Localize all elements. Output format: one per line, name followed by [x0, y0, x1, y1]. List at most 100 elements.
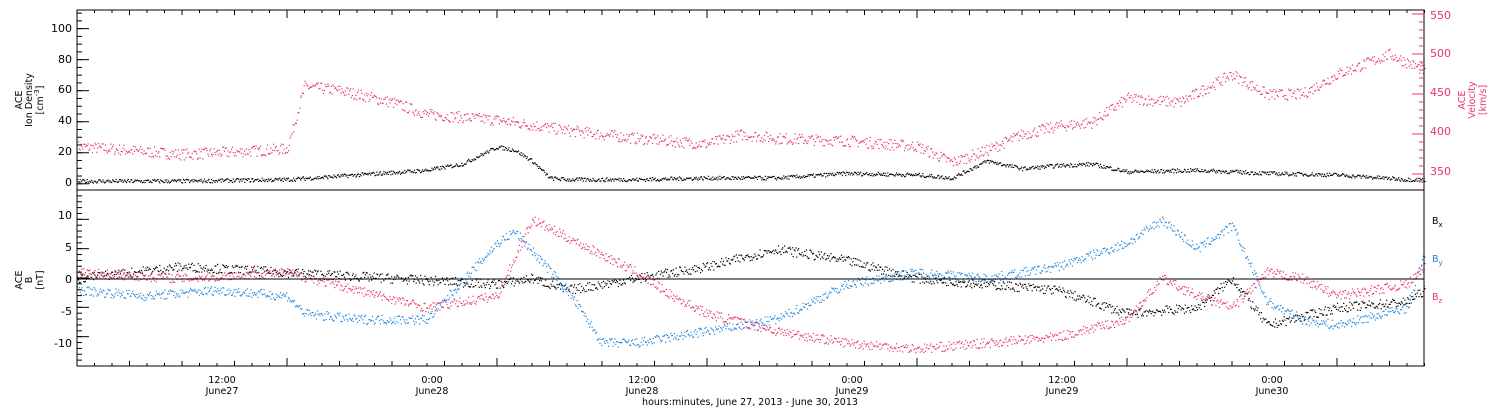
velocity-series-point: [184, 149, 186, 151]
density-series-point: [329, 176, 332, 178]
density-series-point: [759, 175, 761, 177]
velocity-series-point: [345, 94, 347, 96]
density-series-point: [602, 177, 604, 179]
bx-series-point: [226, 267, 228, 269]
velocity-series-point: [496, 115, 498, 117]
bx-series-point: [1131, 313, 1133, 315]
bx-series-point: [127, 276, 129, 278]
density-series-point: [1308, 175, 1310, 177]
density-series-point: [815, 174, 817, 176]
bx-series-point: [1327, 306, 1329, 309]
velocity-series-point: [949, 160, 951, 162]
bx-series-point: [764, 250, 766, 252]
density-series-point: [121, 179, 123, 181]
bx-series-point: [651, 274, 653, 276]
density-series-point: [1378, 178, 1380, 180]
density-series-point: [366, 173, 368, 175]
density-series-point: [1239, 172, 1241, 174]
bx-series-point: [748, 256, 750, 258]
density-series-point: [673, 177, 675, 179]
velocity-series-point: [1082, 120, 1084, 122]
density-series-point: [224, 179, 226, 182]
bx-series-point: [1001, 288, 1004, 290]
density-series-point: [1315, 173, 1317, 175]
density-series-point: [1402, 180, 1404, 182]
velocity-series-point: [98, 142, 100, 145]
velocity-series-point: [538, 127, 540, 130]
velocity-series-point: [1103, 114, 1105, 117]
density-series-point: [203, 180, 205, 182]
bx-series-point: [1356, 301, 1358, 303]
bx-series-point: [699, 267, 701, 269]
bx-series-point: [87, 275, 89, 277]
density-series-point: [490, 148, 493, 150]
density-series-point: [1232, 170, 1234, 172]
bx-series-point: [1412, 298, 1414, 300]
bx-series-point: [575, 287, 577, 289]
density-series-point: [412, 171, 414, 173]
density-series-point: [1320, 173, 1322, 175]
velocity-series-point: [375, 95, 377, 97]
density-series-point: [1275, 172, 1277, 174]
bx-series-point: [314, 269, 316, 271]
bx-series-point: [147, 266, 149, 268]
velocity-series-point: [560, 126, 562, 128]
density-series-point: [980, 163, 982, 165]
bx-series-point: [788, 247, 790, 250]
by-series-point: [123, 297, 125, 299]
density-series-point: [611, 178, 613, 180]
bx-series-point: [945, 284, 948, 287]
velocity-series-point: [724, 139, 726, 141]
bx-series-point: [1211, 296, 1213, 299]
density-series-point: [343, 173, 346, 175]
by-series-point: [179, 295, 181, 297]
velocity-series-point: [1319, 87, 1321, 89]
velocity-series-point: [441, 115, 443, 117]
bx-series-point: [569, 285, 571, 287]
velocity-series-point: [1001, 145, 1003, 147]
velocity-series-point: [587, 134, 589, 136]
velocity-series-point: [488, 115, 490, 117]
density-series-point: [1197, 168, 1199, 170]
velocity-series-point: [660, 140, 662, 142]
density-series-point: [260, 180, 262, 183]
velocity-series-point: [1398, 59, 1400, 61]
bx-series-point: [1043, 285, 1046, 287]
velocity-series-point: [1237, 72, 1239, 74]
velocity-series-point: [1252, 81, 1254, 83]
velocity-series-point: [301, 95, 303, 97]
bx-series-point: [1185, 311, 1187, 313]
bx-series-point: [1141, 315, 1143, 317]
density-series-point: [623, 178, 625, 180]
density-series-point: [913, 174, 915, 176]
velocity-series-point: [1269, 89, 1271, 91]
density-series-point: [133, 181, 135, 183]
density-series-point: [905, 174, 907, 176]
velocity-series-point: [130, 149, 132, 151]
bx-series-point: [458, 284, 460, 286]
by-series-point: [364, 316, 366, 318]
bx-series-point: [140, 269, 143, 271]
velocity-series-point: [191, 152, 193, 154]
density-series-point: [1036, 167, 1038, 169]
density-series-point: [1061, 163, 1063, 165]
by-series-point: [376, 317, 378, 319]
density-series-point: [998, 162, 1000, 164]
density-series-point: [996, 162, 998, 164]
density-series-point: [1092, 162, 1095, 164]
density-series-point: [224, 179, 227, 181]
velocity-series-point: [175, 156, 178, 158]
by-series-point: [381, 314, 383, 316]
density-series-point: [87, 181, 89, 183]
velocity-series-point: [787, 141, 789, 143]
bx-series-point: [1338, 307, 1340, 309]
bx-series-point: [673, 275, 675, 277]
by-series-point: [385, 323, 388, 325]
bx-series-point: [273, 273, 275, 275]
bx-series-point: [228, 272, 230, 274]
bx-series-point: [612, 281, 614, 283]
density-series-point: [292, 180, 294, 182]
bx-series-point: [343, 276, 346, 278]
bx-series-point: [388, 277, 390, 279]
velocity-series-point: [1091, 127, 1093, 129]
